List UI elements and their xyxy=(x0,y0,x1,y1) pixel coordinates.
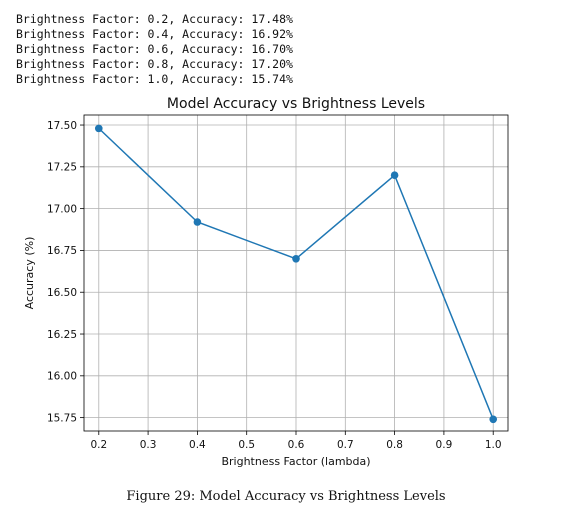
y-tick-label: 16.50 xyxy=(47,287,77,299)
x-tick-label: 0.6 xyxy=(288,439,305,451)
x-axis-ticks: 0.2 0.3 0.4 0.5 0.6 0.7 0.8 0.9 1.0 xyxy=(90,431,502,451)
y-tick-label: 15.75 xyxy=(47,412,77,424)
line-chart: Model Accuracy vs Brightness Levels 0.2 0… xyxy=(23,96,509,468)
y-tick-label: 17.25 xyxy=(47,162,77,174)
x-tick-label: 0.3 xyxy=(140,439,157,451)
x-tick-label: 0.7 xyxy=(337,439,354,451)
console-line: Brightness Factor: 0.8, Accuracy: 17.20% xyxy=(16,57,293,71)
console-line: Brightness Factor: 1.0, Accuracy: 15.74% xyxy=(16,72,293,86)
y-tick-label: 17.50 xyxy=(47,120,77,132)
grid-lines xyxy=(84,115,508,431)
x-tick-label: 0.2 xyxy=(90,439,107,451)
data-point xyxy=(94,124,103,133)
y-tick-label: 17.00 xyxy=(47,203,77,215)
console-line: Brightness Factor: 0.2, Accuracy: 17.48% xyxy=(16,12,293,26)
x-tick-label: 0.8 xyxy=(386,439,403,451)
y-axis-label: Accuracy (%) xyxy=(23,237,36,310)
x-tick-label: 0.5 xyxy=(238,439,255,451)
y-axis-ticks: 15.75 16.00 16.25 16.50 16.75 17.00 17.25 17.50 xyxy=(47,120,84,424)
console-line: Brightness Factor: 0.4, Accuracy: 16.92% xyxy=(16,27,293,41)
data-points xyxy=(94,124,498,424)
y-tick-label: 16.00 xyxy=(47,371,77,383)
figure-caption: Figure 29: Model Accuracy vs Brightness … xyxy=(126,489,446,504)
data-point xyxy=(489,415,498,424)
x-tick-label: 0.9 xyxy=(436,439,453,451)
data-point xyxy=(292,254,300,263)
y-tick-label: 16.25 xyxy=(47,329,77,341)
x-axis-label: Brightness Factor (lambda) xyxy=(221,455,370,468)
data-point xyxy=(390,171,399,179)
x-tick-label: 1.0 xyxy=(485,439,502,451)
console-line: Brightness Factor: 0.6, Accuracy: 16.70% xyxy=(16,42,293,56)
x-tick-label: 0.4 xyxy=(189,439,206,451)
console-output: Brightness Factor: 0.2, Accuracy: 17.48%… xyxy=(16,12,293,87)
chart-title: Model Accuracy vs Brightness Levels xyxy=(167,96,425,112)
data-point xyxy=(193,218,202,226)
y-tick-label: 16.75 xyxy=(47,245,77,257)
